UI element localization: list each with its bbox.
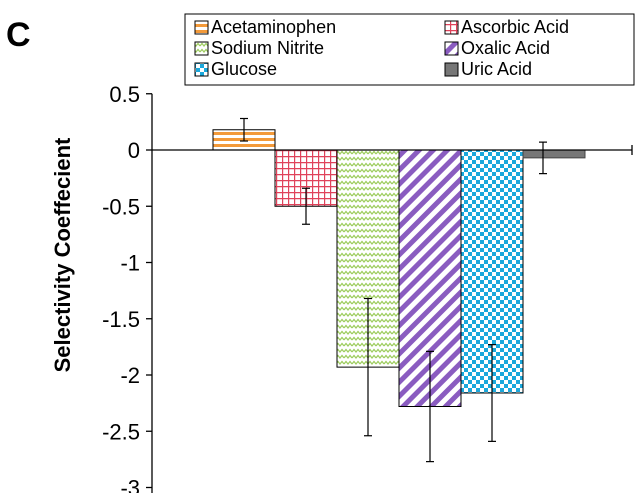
panel-label: C <box>6 16 31 54</box>
y-tick-label: 0.5 <box>109 82 140 107</box>
legend-label: Acetaminophen <box>211 17 336 37</box>
y-tick-label: -1.5 <box>102 307 140 332</box>
legend-swatch-ascorbic-acid <box>444 20 459 35</box>
legend-swatch-acetaminophen <box>194 20 209 35</box>
legend-swatch-oxalic-acid <box>444 41 459 56</box>
legend-box <box>184 13 635 86</box>
y-tick-label: -2 <box>120 363 140 388</box>
legend-label: Sodium Nitrite <box>211 38 324 58</box>
y-tick-label: -0.5 <box>102 194 140 219</box>
bar-uric-acid <box>522 149 586 159</box>
bars <box>212 129 586 407</box>
legend-label: Glucose <box>211 59 277 79</box>
y-axis: 0.5 0 -0.5 -1 -1.5 -2 -2.5 -3 <box>102 82 153 493</box>
legend-swatch-uric-acid <box>444 62 459 77</box>
y-tick-label: 0 <box>128 138 140 163</box>
legend-label: Oxalic Acid <box>461 38 550 58</box>
legend-label: Uric Acid <box>461 59 532 79</box>
error-bars <box>240 117 547 463</box>
legend-label: Ascorbic Acid <box>461 17 569 37</box>
y-tick-label: -2.5 <box>102 419 140 444</box>
y-axis-label: Selectivity Coeffecient <box>50 137 75 372</box>
legend-swatch-sodium-nitrite <box>194 41 209 56</box>
legend-swatch-glucose <box>194 62 209 77</box>
legend: Acetaminophen Ascorbic Acid Sodium Nitrite… <box>184 13 635 86</box>
y-tick-label: -3 <box>120 476 140 493</box>
y-tick-label: -1 <box>120 251 140 276</box>
zero-line <box>152 145 633 155</box>
